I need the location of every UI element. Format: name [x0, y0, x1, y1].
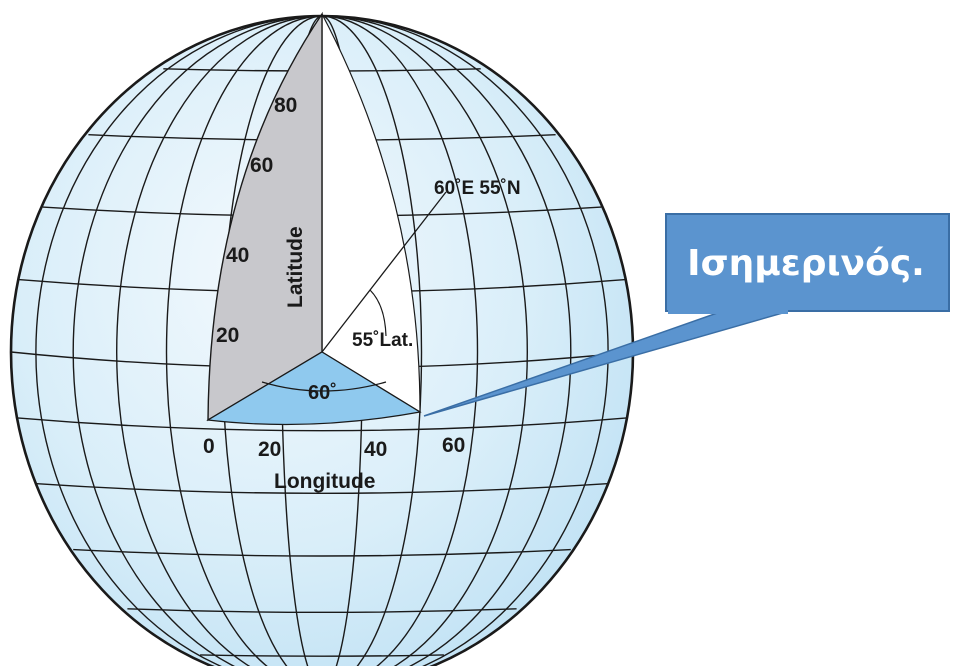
label-latitude-angle: 55˚Lat.: [352, 330, 413, 351]
label-lat-40: 40: [226, 244, 249, 267]
label-lon-0: 0: [203, 435, 215, 458]
longitude-angle-arc: [261, 381, 387, 392]
parallel-line: [127, 608, 517, 614]
parallel-line: [17, 417, 627, 432]
meridian-line: [165, 16, 479, 666]
equator-sector: [206, 351, 422, 426]
latitude-angle-arc: [369, 289, 387, 337]
label-lon-60: 60: [442, 434, 465, 457]
callout-label-equator: Ισημερινός.: [687, 243, 925, 284]
label-latitude-axis: Latitude: [284, 226, 307, 308]
cutaway-wedge: [321, 13, 421, 414]
label-longitude-axis: Longitude: [274, 470, 375, 493]
label-lat-20: 20: [216, 324, 239, 347]
radius-line: [321, 191, 447, 353]
label-lat-80: 80: [274, 94, 297, 117]
label-longitude-angle: 60˚: [308, 381, 337, 404]
meridian-line: [72, 16, 572, 666]
label-lon-20: 20: [258, 438, 281, 461]
parallel-line: [200, 654, 444, 657]
meridian-line: [115, 16, 529, 666]
label-lon-40: 40: [364, 438, 387, 461]
label-lat-60: 60: [250, 154, 273, 177]
parallel-line: [73, 548, 571, 557]
callout-box: [665, 213, 950, 312]
parallel-line: [36, 483, 608, 494]
label-point-coordinates: 60˚E 55˚N: [434, 178, 521, 199]
latitude-plane: [207, 11, 323, 422]
